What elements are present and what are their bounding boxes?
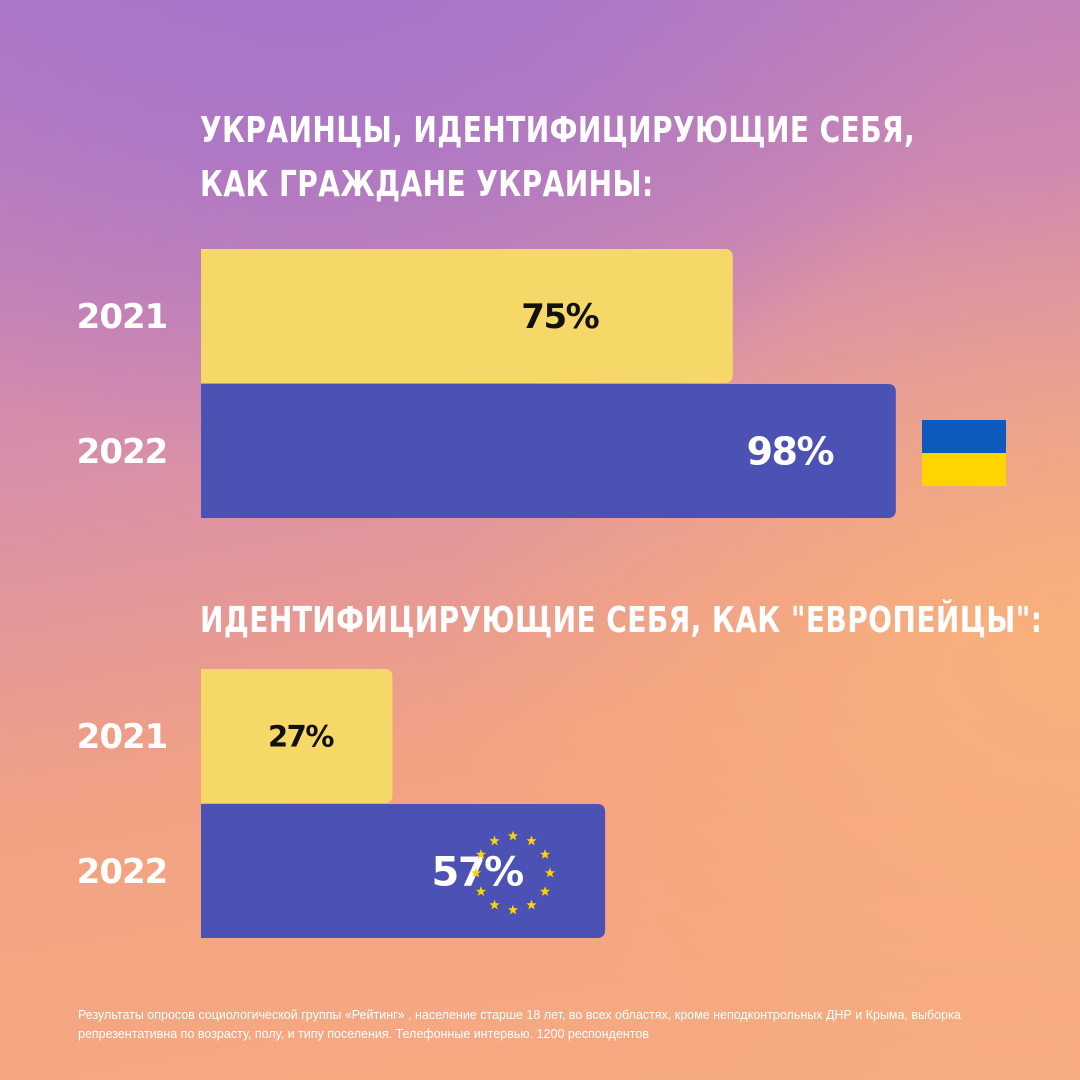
value-label-citizens-2021: 75%	[521, 297, 598, 337]
bar-citizens-2022	[201, 384, 896, 518]
eu-stars-icon	[470, 830, 556, 915]
chart-title-citizens-line-2: как граждане Украины:	[200, 164, 654, 205]
year-label-europeans-2021: 2021	[77, 717, 168, 757]
source-footnote: Результаты опросов социологической групп…	[78, 1008, 961, 1041]
value-label-citizens-2022: 98%	[747, 430, 834, 474]
chart-title-citizens-line-1: Украинцы, идентифицирующие себя,	[200, 110, 916, 151]
ukraine-flag-icon	[922, 420, 1006, 486]
citizens-bar-chart: 2021 75% 2022 98%	[77, 249, 1006, 518]
chart-title-europeans: Идентифицирующие себя, как "европейцы":	[200, 594, 1042, 648]
europeans-bar-chart: 2021 27%2022 57%	[77, 669, 606, 938]
year-label-europeans-2022: 2022	[77, 852, 168, 892]
bar-europeans-2021	[201, 669, 393, 803]
chart-title-citizens: Украинцы, идентифицирующие себя, как гра…	[200, 104, 915, 212]
year-label-citizens-2021: 2021	[77, 297, 168, 337]
year-label-citizens-2022: 2022	[77, 432, 168, 472]
value-label-europeans-2021: 27%	[268, 719, 334, 753]
bar-europeans-2022	[201, 804, 606, 938]
bar-citizens-2021	[201, 249, 733, 383]
chart-title-europeans-line-1: Идентифицирующие себя, как "европейцы":	[200, 600, 1043, 641]
